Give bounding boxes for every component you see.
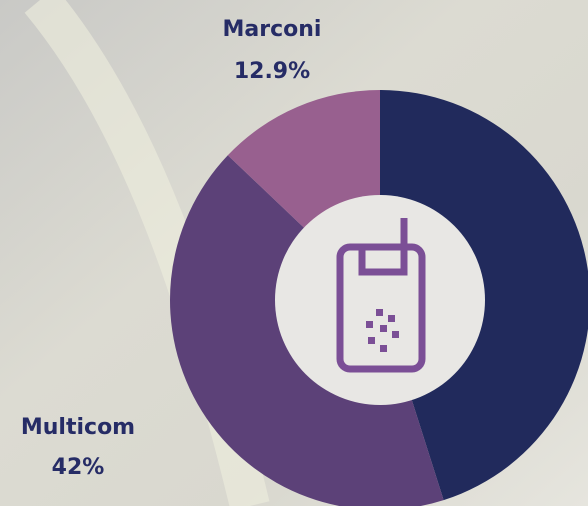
slice-name: Marconi — [223, 17, 322, 42]
donut-hole — [275, 195, 485, 405]
phone-icon — [336, 218, 426, 373]
phone-keypad — [366, 309, 399, 352]
slice-value: 42% — [52, 455, 105, 480]
slice-value: 12.9% — [234, 59, 310, 84]
slice-name: Multicom — [21, 415, 135, 440]
